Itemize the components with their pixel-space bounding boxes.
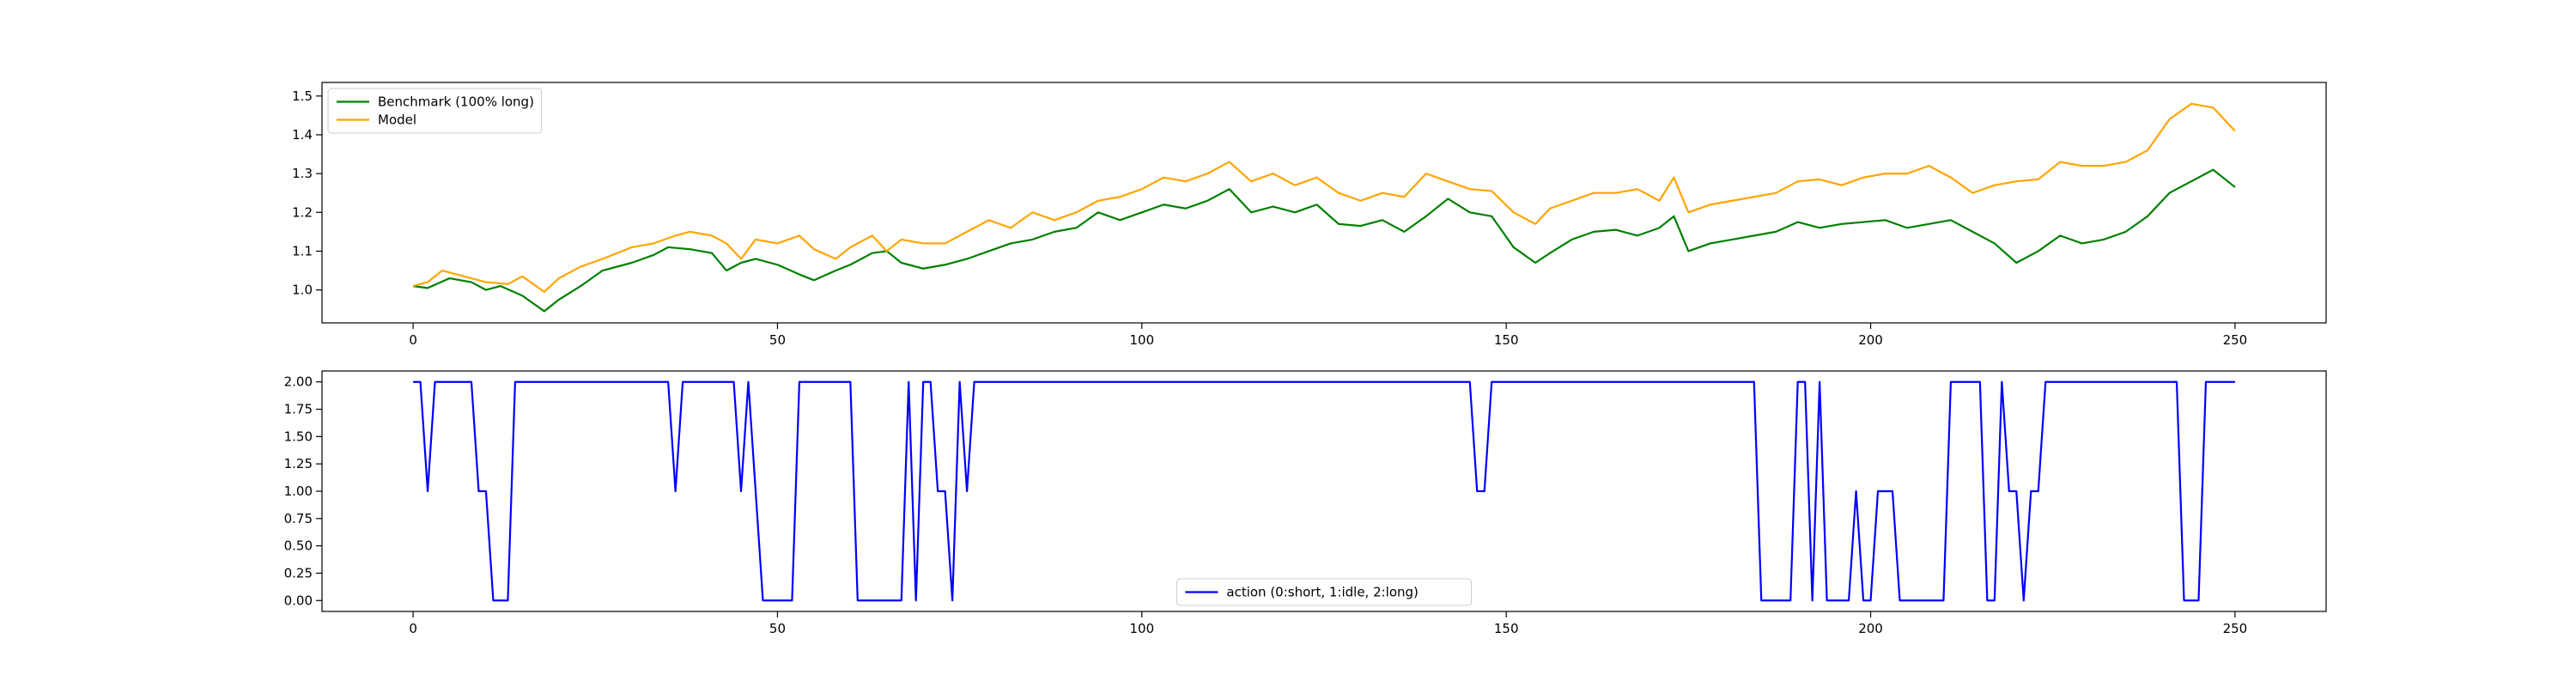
y-tick-label: 1.2 [292,204,313,220]
series-line-1-2 [412,102,2236,293]
x-tick-label: 250 [2223,332,2248,348]
x-tick-label: 250 [2223,621,2248,636]
y-tick-label: 0.50 [284,538,313,554]
y-tick-label: 1.1 [292,243,313,258]
legend-label: Benchmark (100% long) [378,94,534,110]
legend-label: Model [378,112,416,128]
x-tick-label: 50 [769,621,786,636]
legend-box [327,88,543,134]
legend: action (0:short, 1:idle, 2:long) [1176,578,1473,606]
y-tick-label: 1.25 [284,456,313,471]
y-tick-label: 0.25 [284,565,313,581]
series-line-1-1 [412,168,2236,313]
y-tick-label: 1.75 [284,402,313,417]
x-tick-label: 0 [409,332,417,348]
y-tick-label: 0.75 [284,511,313,526]
y-tick-label: 1.5 [292,88,313,104]
y-tick-label: 1.4 [292,127,313,143]
y-tick-label: 1.0 [292,283,313,298]
x-tick-label: 100 [1129,332,1154,348]
series-line-2-1 [413,380,2235,602]
top-axes: 0 50 100 150 200 250 1.0 1.1 1.2 1.3 1.4 1.5 Benchma… [292,82,2327,348]
bottom-axes: 0 50 100 150 200 250 0.00 0.25 0.50 0.75 1.00 1.25 1… [284,370,2327,636]
legend: Benchmark (100% long) Model [327,88,543,134]
x-tick-label: 200 [1858,621,1883,636]
legend-label: action (0:short, 1:idle, 2:long) [1226,585,1419,600]
x-tick-label: 100 [1129,621,1154,636]
x-tick-label: 150 [1494,332,1519,348]
x-tick-label: 200 [1858,332,1883,348]
x-tick-label: 150 [1494,621,1519,636]
legend-box [1176,578,1473,606]
y-tick-label: 1.00 [284,483,313,499]
x-tick-label: 0 [409,621,417,636]
y-tick-label: 2.00 [284,374,313,390]
axes-frame [321,82,2327,324]
y-tick-label: 1.3 [292,166,313,181]
x-tick-label: 50 [769,332,786,348]
y-tick-label: 0.00 [284,593,313,608]
y-tick-label: 1.50 [284,429,313,444]
